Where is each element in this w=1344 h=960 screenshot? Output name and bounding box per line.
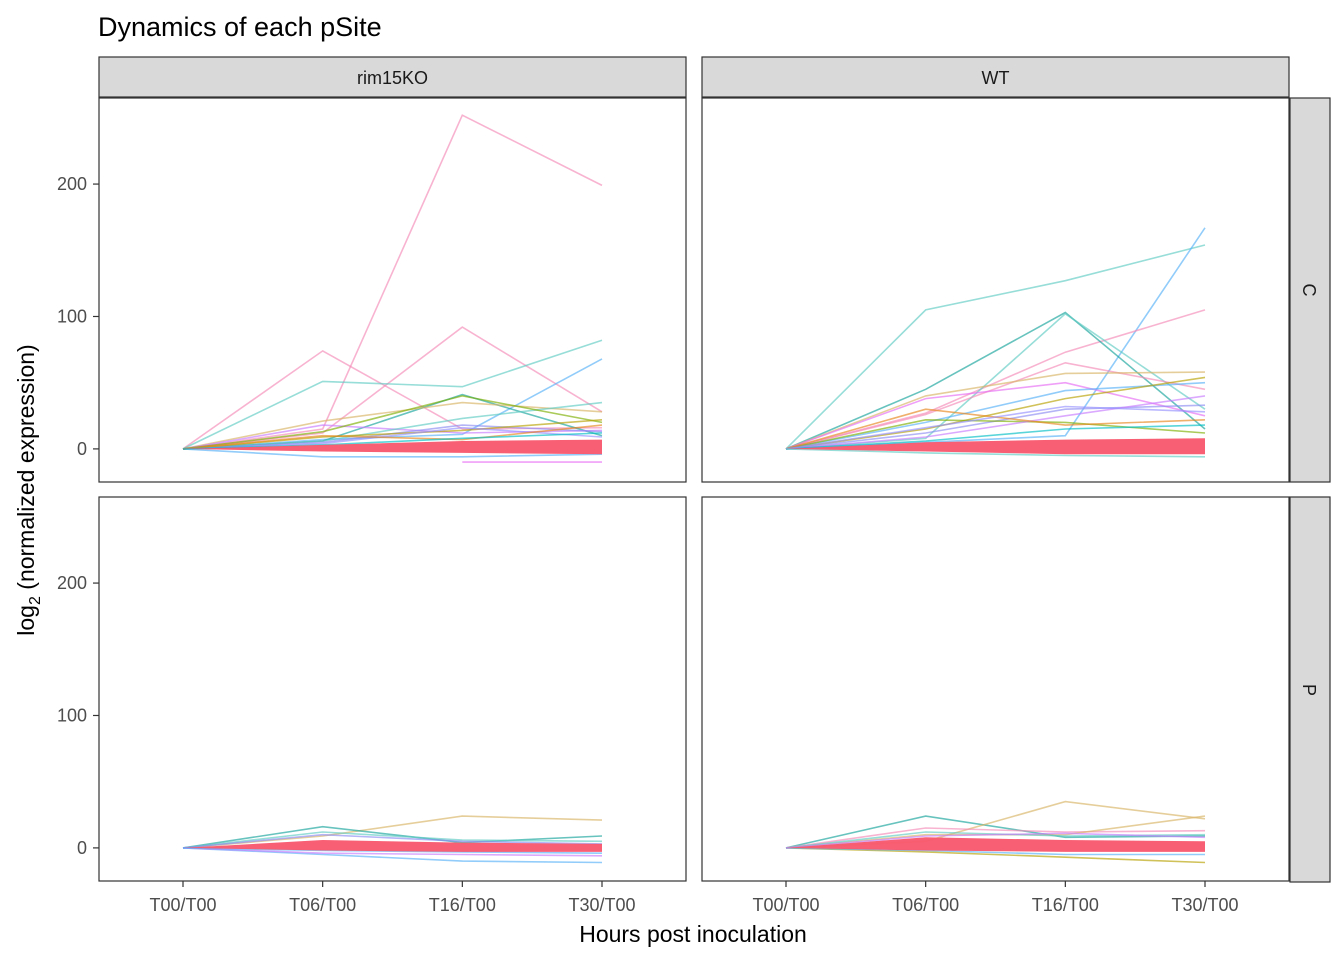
series-line — [182, 424, 603, 450]
y-tick-label: 200 — [57, 573, 87, 593]
series-line — [785, 827, 1206, 849]
panel-background — [99, 497, 686, 881]
series-line — [182, 395, 603, 450]
column-strip-label: rim15KO — [357, 68, 428, 88]
column-strip-label: WT — [982, 68, 1010, 88]
y-axis-title-log: log — [13, 605, 39, 636]
x-tick-label: T06/T00 — [289, 895, 356, 915]
series-band — [786, 837, 1205, 852]
x-tick-label: T00/T00 — [752, 895, 819, 915]
series-line — [785, 448, 1206, 458]
y-axis-title: log2 (normalized expression) — [13, 344, 44, 635]
row-strip-label: P — [1299, 684, 1319, 696]
row-strip-P: P — [1289, 496, 1331, 883]
series-line — [182, 825, 603, 849]
series-line — [182, 831, 603, 849]
x-axis-title: Hours post inoculation — [579, 921, 807, 947]
x-tick-label: T30/T00 — [1171, 895, 1238, 915]
y-tick-label: 100 — [57, 306, 87, 326]
panel-WT-C — [701, 97, 1290, 483]
series-line — [182, 114, 603, 450]
panel-lines — [785, 227, 1206, 458]
y-axis-title-rest: (normalized expression) — [13, 344, 39, 596]
y-tick-label: 0 — [77, 838, 87, 858]
y-tick-label: 100 — [57, 705, 87, 725]
x-tick-label: T16/T00 — [1032, 895, 1099, 915]
column-strip-rim15KO: rim15KO — [98, 56, 687, 98]
series-line — [182, 401, 603, 450]
series-band — [183, 439, 602, 455]
panel-border — [701, 496, 1290, 882]
series-line — [785, 371, 1206, 450]
y-tick-label: 0 — [77, 439, 87, 459]
series-line — [785, 424, 1206, 450]
row-strip-C: C — [1289, 97, 1331, 483]
x-tick-label: T06/T00 — [892, 895, 959, 915]
chart-title: Dynamics of each pSite — [98, 12, 382, 42]
panel-border — [98, 97, 687, 483]
series-band — [786, 438, 1205, 455]
panel-lines — [785, 800, 1206, 864]
series-line — [785, 405, 1206, 450]
column-strip-WT: WT — [701, 56, 1290, 98]
row-strip-label: C — [1299, 284, 1319, 297]
series-line — [785, 381, 1206, 450]
series-line — [182, 339, 603, 450]
series-line — [785, 244, 1206, 450]
series-line — [182, 448, 603, 458]
series-band — [183, 840, 602, 852]
series-line — [785, 847, 1205, 856]
panel-rim15KO-C — [93, 97, 687, 483]
y-axis-ticks: 0 100 200 0 100 200 — [57, 174, 87, 858]
panel-background — [702, 98, 1289, 482]
series-line — [182, 833, 603, 849]
x-tick-label: T30/T00 — [568, 895, 635, 915]
panel-lines — [182, 815, 603, 864]
panel-border — [98, 496, 687, 882]
series-line — [785, 815, 1206, 849]
x-tick-label: T00/T00 — [149, 895, 216, 915]
x-axis-ticks: T00/T00 T06/T00 T16/T00 T30/T00 T00/T00 T06/T… — [149, 895, 1238, 915]
series-line — [785, 311, 1206, 450]
panel-background — [99, 98, 686, 482]
series-line — [182, 847, 603, 857]
series-line — [785, 832, 1206, 849]
y-tick-label: 200 — [57, 174, 87, 194]
x-tick-label: T16/T00 — [429, 895, 496, 915]
series-line — [785, 395, 1206, 450]
panel-border — [701, 97, 1290, 483]
y-axis-title-subscript: 2 — [27, 596, 44, 605]
series-line — [785, 361, 1206, 450]
panel-WT-P — [701, 496, 1290, 887]
panel-background — [702, 497, 1289, 881]
series-line — [785, 381, 1206, 450]
panel-lines — [182, 114, 603, 463]
panel-rim15KO-P — [93, 496, 687, 887]
